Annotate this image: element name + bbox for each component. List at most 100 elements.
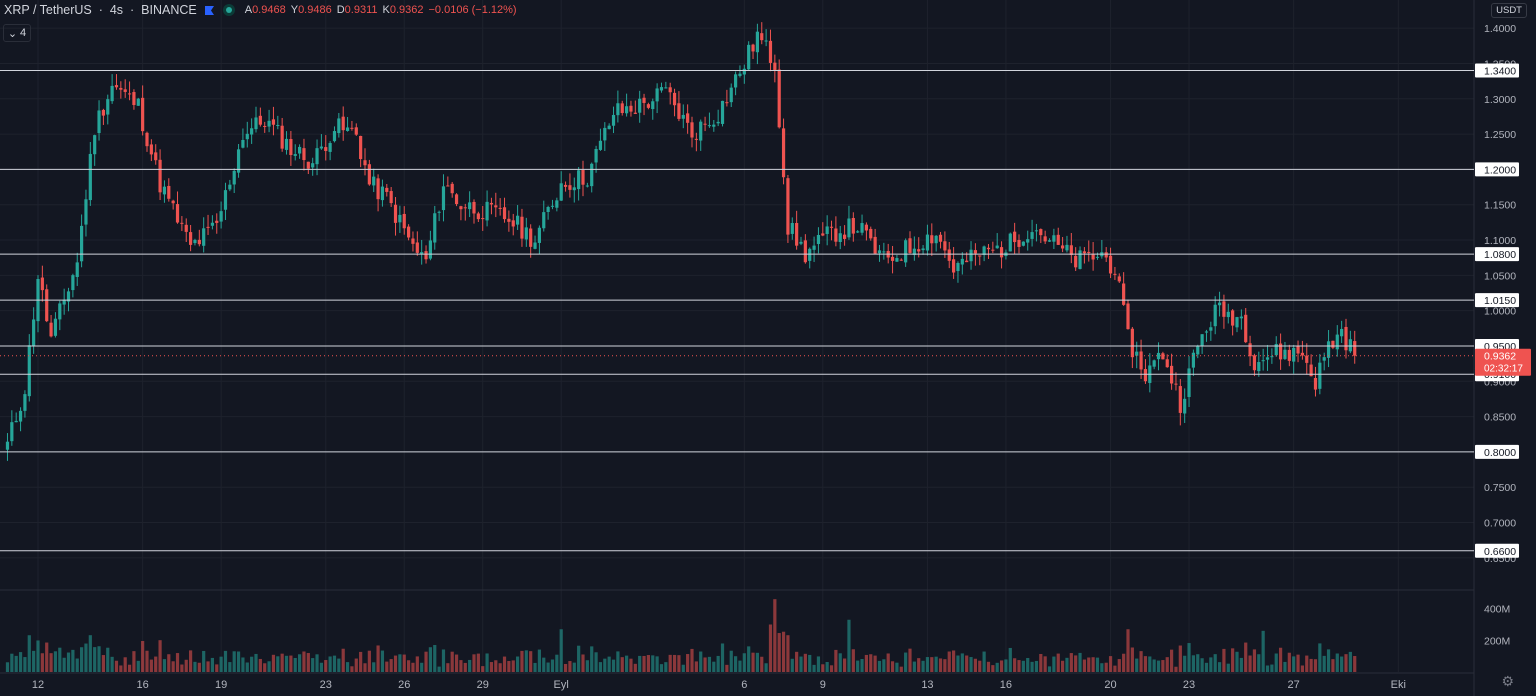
candle-body [1161, 353, 1165, 360]
candle-body [537, 227, 541, 243]
candle-body [202, 228, 206, 246]
candle-body [973, 250, 977, 254]
candle-body [729, 87, 733, 103]
volume-bar [773, 599, 777, 672]
volume-bar [254, 653, 258, 672]
volume-bar [380, 650, 385, 672]
flag-icon[interactable] [204, 5, 215, 16]
candle-body [45, 289, 49, 322]
candle-body [1257, 362, 1261, 372]
candle-body [197, 239, 201, 245]
indicators-toggle-button[interactable]: ⌄ 4 [3, 24, 31, 42]
volume-bar [298, 654, 302, 672]
volume-bar [319, 662, 323, 672]
candle-body [236, 149, 241, 173]
gear-icon[interactable]: ⚙ [1501, 673, 1514, 689]
volume-bar [1183, 655, 1187, 672]
volume-bar [1174, 666, 1178, 672]
volume-bar [1152, 659, 1156, 672]
candle-body [1313, 378, 1318, 390]
candle-body [1287, 349, 1291, 361]
time-tick-label: Eki [1391, 679, 1406, 691]
candle-body [960, 258, 964, 265]
volume-bar [149, 659, 153, 672]
candle-body [598, 140, 603, 150]
candle-body [40, 277, 44, 291]
volume-bar [590, 646, 594, 672]
candle-body [502, 207, 507, 220]
price-tick-label: 1.2500 [1484, 129, 1516, 141]
symbol-title[interactable]: XRP / TetherUS · 4s · BINANCE [4, 3, 197, 17]
volume-bar [332, 655, 337, 672]
volume-bar [10, 653, 14, 672]
volume-bar [1340, 656, 1344, 672]
candle-body [703, 123, 707, 125]
volume-bar [607, 656, 611, 672]
candle-body [10, 422, 14, 442]
volume-bar [1235, 651, 1239, 672]
candle-body [686, 113, 690, 123]
time-tick-label: 6 [741, 679, 747, 691]
volume-bar [890, 661, 895, 672]
candle-body [476, 213, 480, 220]
candle-body [524, 227, 528, 240]
volume-bar [476, 653, 480, 672]
volume-bar [106, 647, 110, 672]
candle-body [411, 238, 415, 244]
candle-body [978, 255, 982, 257]
candle-body [934, 235, 938, 244]
candle-body [481, 218, 485, 220]
candle-body [764, 40, 768, 42]
candle-body [1252, 355, 1257, 371]
volume-bar [359, 651, 363, 672]
candle-body [895, 258, 899, 262]
candle-body [498, 207, 502, 209]
candle-body [642, 97, 646, 103]
volume-bar [969, 657, 973, 672]
candle-body [681, 114, 685, 119]
volume-bar [533, 662, 537, 672]
volume-bar [127, 664, 132, 672]
candle-body [516, 215, 520, 225]
candle-body [175, 204, 180, 223]
volume-bar [1052, 656, 1056, 672]
candle-body [969, 249, 973, 262]
chevron-down-icon: ⌄ [7, 27, 18, 40]
volume-bar [145, 650, 149, 672]
market-status-icon[interactable] [222, 4, 235, 16]
currency-badge[interactable]: USDT [1491, 3, 1527, 18]
candle-body [302, 148, 306, 161]
volume-bar [768, 624, 773, 672]
volume-bar [786, 635, 790, 672]
candle-body [385, 187, 389, 192]
volume-bar [189, 650, 193, 672]
volume-bar [428, 647, 432, 672]
candle-body [324, 147, 328, 151]
volume-bar [829, 665, 834, 672]
candle-body [1231, 310, 1235, 326]
volume-bar [411, 662, 415, 672]
volume-bar [699, 651, 703, 672]
candle-body [1226, 311, 1230, 318]
volume-bar [1274, 653, 1278, 672]
time-tick-label: 12 [32, 679, 44, 691]
volume-bar [293, 657, 297, 672]
volume-bar [88, 635, 92, 672]
candle-body [101, 109, 105, 116]
volume-bar [23, 657, 27, 672]
volume-bar [738, 660, 742, 672]
volume-bar [1087, 657, 1091, 672]
volume-bar [838, 653, 842, 672]
high-label: Y [290, 4, 299, 16]
candle-body [424, 251, 428, 260]
candle-body [834, 228, 838, 242]
volume-bar [1104, 662, 1108, 672]
candle-body [768, 40, 773, 63]
volume-bar [585, 660, 589, 672]
candle-body [699, 121, 703, 141]
volume-bar [646, 655, 650, 672]
volume-bar [328, 656, 332, 672]
candle-body [284, 138, 289, 150]
volume-bar [367, 650, 371, 672]
